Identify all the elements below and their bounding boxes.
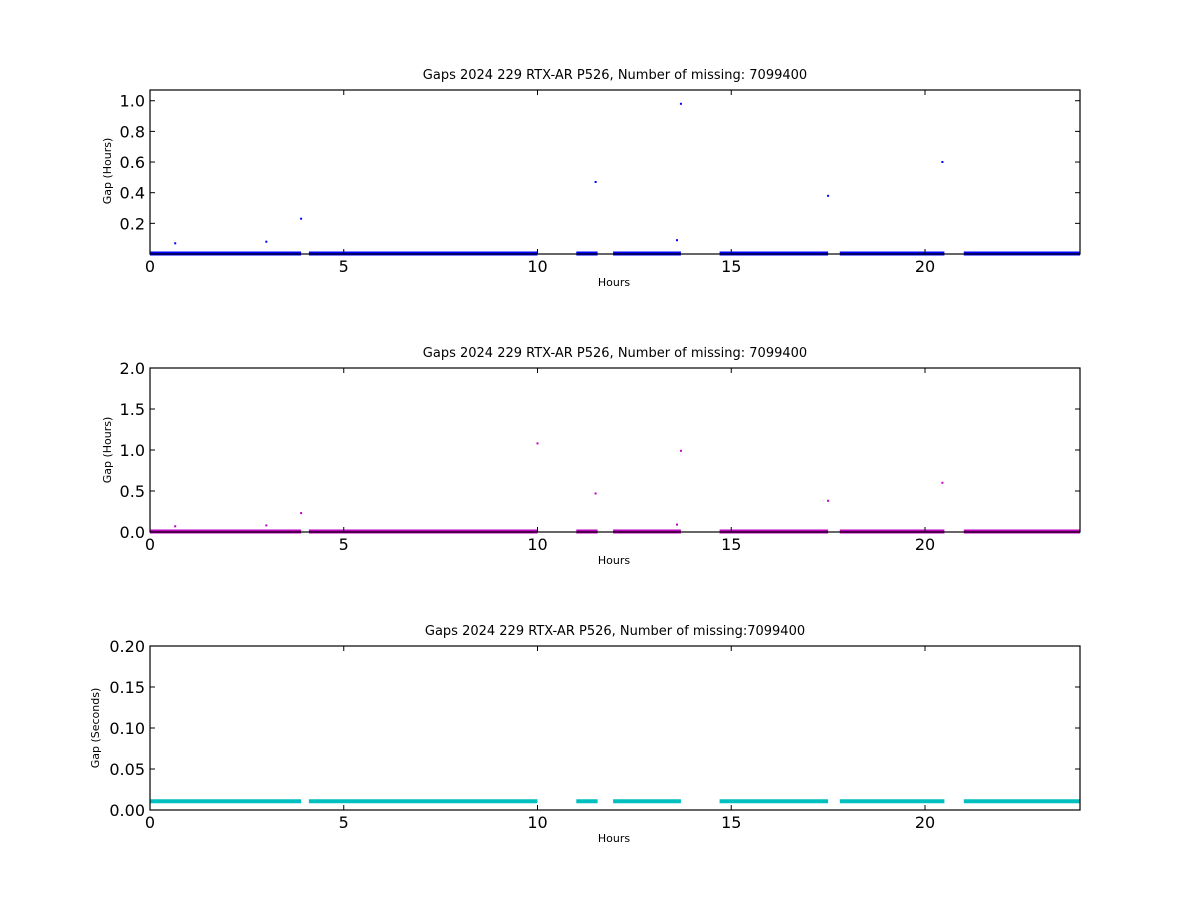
- panel-1-y-tick-label-1: 0.2: [120, 214, 145, 233]
- panel-3-x-tick-label-3: 10: [527, 813, 547, 832]
- panel-1-x-tick-label-5: 20: [915, 257, 935, 276]
- panel-2-y-tick-label-4: 1.5: [120, 400, 145, 419]
- panel-1-y-tick-label-4: 0.8: [120, 122, 145, 141]
- panel-2-x-tick-label-3: 10: [527, 535, 547, 554]
- panel-1-title: Gaps 2024 229 RTX-AR P526, Number of mis…: [423, 68, 807, 83]
- panel-2-x-tick-label-1: 0: [145, 535, 155, 554]
- panel-gap-seconds-cyan: Gaps 2024 229 RTX-AR P526, Number of mis…: [89, 624, 1081, 845]
- panel-1-y-tick-label-3: 0.6: [120, 153, 145, 172]
- panel-1-data-point-14: [1020, 251, 1023, 254]
- panel-3-y-tick-label-1: 0.00: [109, 801, 145, 820]
- panel-3-y-tick-label-3: 0.10: [109, 719, 145, 738]
- panel-3-x-tick-label-4: 15: [721, 813, 741, 832]
- panel-3-y-tick-label-2: 0.05: [109, 760, 145, 779]
- panel-1-data-point-11: [827, 194, 830, 197]
- panel-2-data-point-9: [941, 481, 944, 484]
- panel-1-axes-frame: [149, 89, 1081, 255]
- panel-1-data-point-10: [738, 251, 740, 254]
- panel-1-data-point-1: [174, 242, 177, 245]
- panel-2-data-point-8: [827, 499, 830, 502]
- panel-2-data-point-7: [679, 449, 682, 452]
- panel-3-x-tick-label-5: 20: [915, 813, 935, 832]
- panel-1-data-point-5: [350, 251, 353, 254]
- panel-2-data-point-5: [594, 492, 597, 495]
- panel-1-data-point-7: [594, 181, 597, 183]
- panel-1-x-tick-label-2: 5: [339, 257, 349, 276]
- panel-1-y-axis-label: Gap (Hours): [101, 138, 114, 205]
- panel-2-y-tick-label-1: 0.0: [120, 523, 145, 542]
- panel-3-y-tick-label-4: 0.15: [109, 678, 145, 697]
- panel-2-x-tick-label-2: 5: [339, 535, 349, 554]
- panel-2-data-point-4: [536, 442, 539, 445]
- panel-2-data-point-2: [265, 524, 268, 527]
- panel-1-data-point-8: [676, 239, 678, 242]
- panel-1-data-point-3: [288, 251, 291, 254]
- panel-1-data-point-4: [300, 217, 303, 220]
- panel-1-y-tick-label-2: 0.4: [120, 184, 145, 203]
- panel-3-y-tick-label-5: 0.20: [109, 637, 145, 656]
- panel-gap-hours-blue: Gaps 2024 229 RTX-AR P526, Number of mis…: [101, 68, 1081, 289]
- panel-3-x-tick-label-1: 0: [145, 813, 155, 832]
- panel-gap-hours-magenta: Gaps 2024 229 RTX-AR P526, Number of mis…: [101, 346, 1081, 567]
- panel-1-x-tick-label-3: 10: [527, 257, 547, 276]
- panel-2-data-point-3: [300, 512, 303, 515]
- panel-2-y-axis-label: Gap (Hours): [101, 417, 114, 484]
- panel-2-y-tick-label-3: 1.0: [120, 441, 145, 460]
- panel-1-data-point-13: [941, 161, 944, 163]
- panel-2-data-point-1: [174, 525, 177, 528]
- panel-2-data-point-6: [676, 523, 678, 526]
- panel-2-y-tick-label-2: 0.5: [120, 482, 145, 501]
- panel-1-data-point-9: [679, 102, 682, 105]
- panel-2-x-axis-label: Hours: [598, 554, 630, 567]
- panel-2-title: Gaps 2024 229 RTX-AR P526, Number of mis…: [423, 346, 807, 361]
- panel-2-x-tick-label-5: 20: [915, 535, 935, 554]
- panel-1-data-point-2: [265, 240, 268, 243]
- panel-1-x-tick-label-1: 0: [145, 257, 155, 276]
- panel-1-y-tick-label-5: 1.0: [120, 92, 145, 111]
- panel-1-data-point-6: [366, 251, 368, 254]
- panel-3-title: Gaps 2024 229 RTX-AR P526, Number of mis…: [425, 624, 805, 639]
- panel-1-x-axis-label: Hours: [598, 276, 630, 289]
- panel-2-x-tick-label-4: 15: [721, 535, 741, 554]
- panel-3-y-axis-label: Gap (Seconds): [89, 688, 102, 769]
- panel-1-data-point-12: [889, 251, 892, 254]
- panel-3-x-tick-label-2: 5: [339, 813, 349, 832]
- panel-1-x-tick-label-4: 15: [721, 257, 741, 276]
- panel-2-y-tick-label-5: 2.0: [120, 359, 145, 378]
- panel-3-x-axis-label: Hours: [598, 832, 630, 845]
